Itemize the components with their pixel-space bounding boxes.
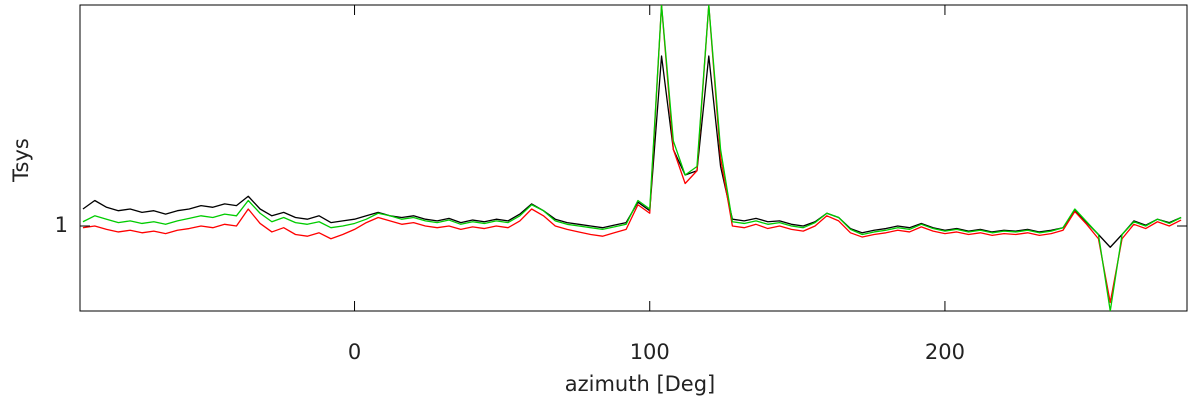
series-group	[82, 5, 1182, 311]
x-tick-label: 100	[630, 340, 670, 364]
x-axis-label: azimuth [Deg]	[565, 372, 716, 396]
x-tick-label: 200	[925, 340, 965, 364]
series-line	[82, 5, 1182, 311]
y-tick-label: 1	[55, 213, 68, 237]
x-tick-label: 0	[348, 340, 361, 364]
y-axis-label: Tsys	[9, 138, 33, 183]
plot-frame	[79, 4, 1188, 312]
series-line	[82, 5, 1182, 304]
